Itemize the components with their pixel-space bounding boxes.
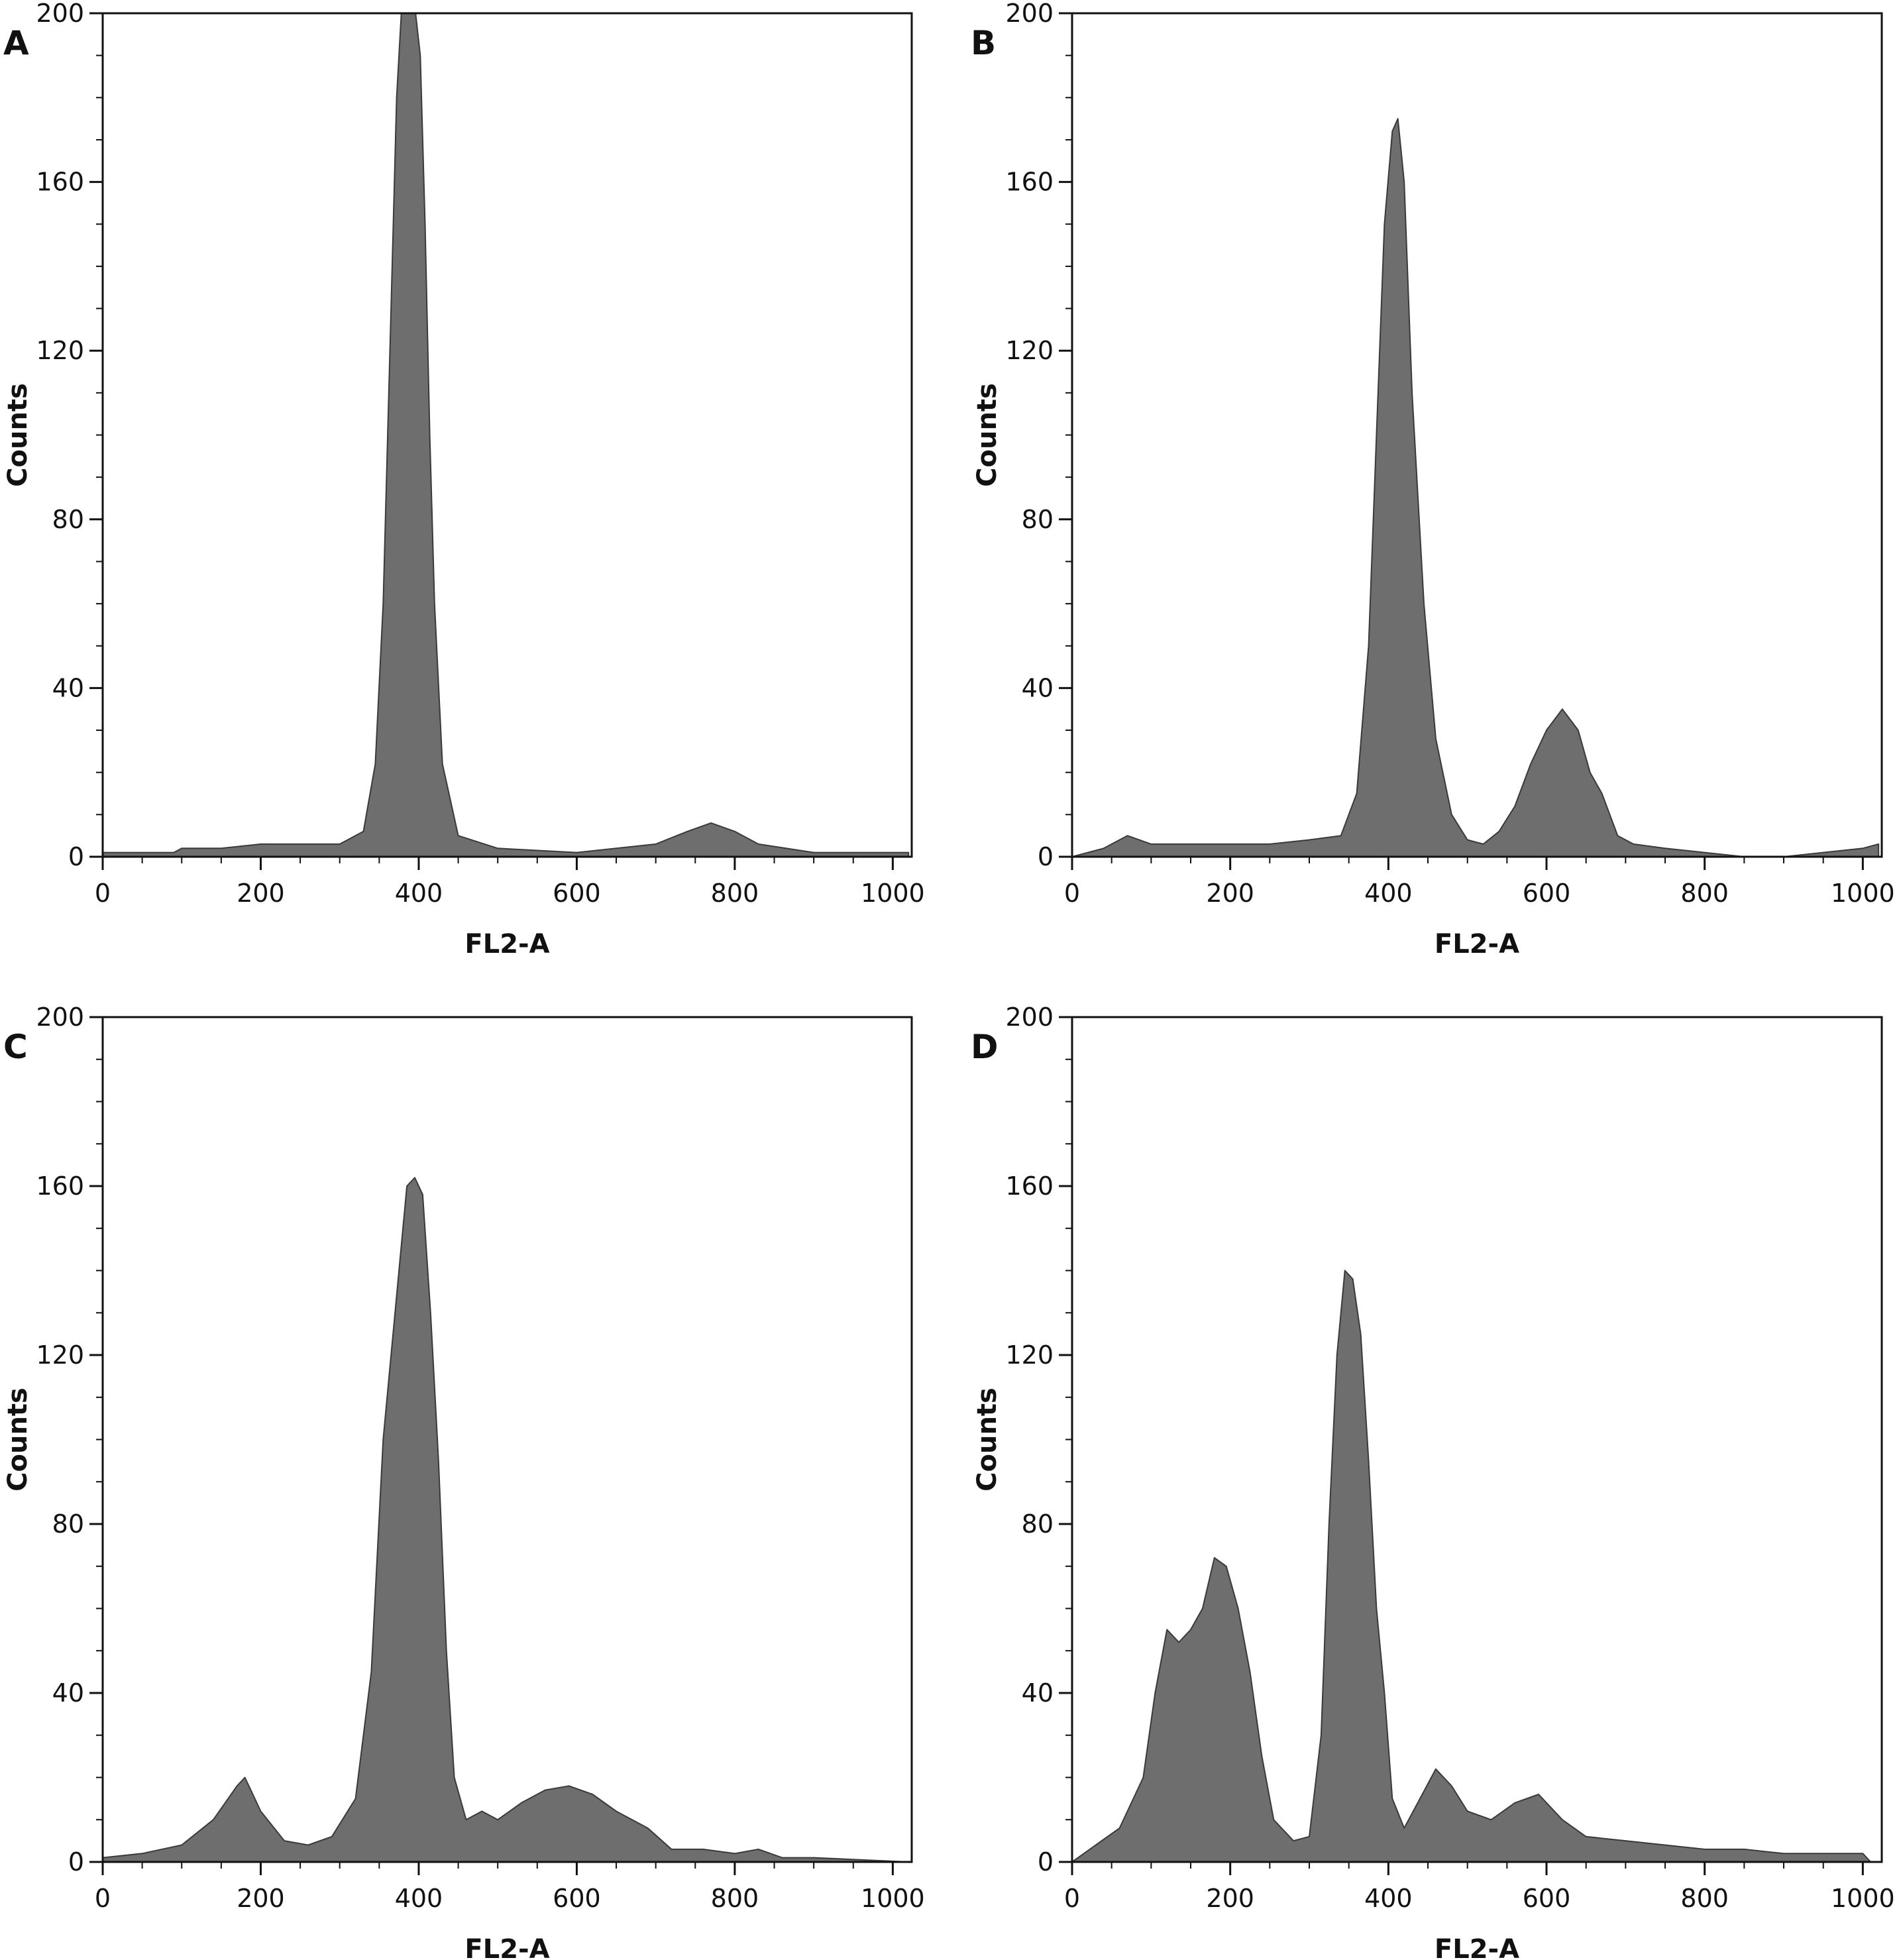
- plot-frame: [101, 12, 913, 858]
- y-tick-label: 160: [36, 168, 84, 197]
- y-tick-label: 120: [1005, 336, 1054, 365]
- histogram-area-d: [1071, 1270, 1872, 1863]
- y-axis-title: Counts: [3, 1388, 33, 1492]
- x-tick-label: 200: [237, 879, 285, 908]
- y-tick-label: 40: [52, 673, 84, 702]
- y-tick-label: 200: [36, 1003, 84, 1032]
- panel-b: 0 40 80 120 160 200 0 200 400 600 800 1000 FL2-A Coun…: [971, 0, 1895, 959]
- x-tick-label: 200: [1206, 1884, 1254, 1913]
- y-tick-label: 80: [1022, 505, 1054, 534]
- histogram-area-b: [1071, 118, 1880, 857]
- y-axis-title: Counts: [972, 1388, 1003, 1492]
- histogram-area-c: [102, 1177, 910, 1863]
- panel-c: 0 40 80 120 160 200 0 200 400 600 800 1000 FL2-A Coun…: [3, 1003, 925, 1960]
- x-tick-label: 400: [395, 1884, 443, 1913]
- x-tick-label: 200: [237, 1884, 285, 1913]
- x-tick-label: 400: [1364, 879, 1413, 908]
- plot-frame: [101, 1016, 913, 1863]
- y-tick-label: 200: [1005, 0, 1054, 28]
- x-tick-label: 0: [95, 879, 111, 908]
- y-tick-label: 0: [68, 842, 84, 871]
- x-tick-label: 600: [1523, 879, 1571, 908]
- x-tick-label: 0: [95, 1884, 111, 1913]
- y-tick-label: 0: [1038, 842, 1054, 871]
- plot-frame: [1071, 12, 1883, 858]
- x-tick-label: 0: [1064, 879, 1080, 908]
- y-tick-label: 160: [1005, 168, 1054, 197]
- panel-label: B: [971, 24, 996, 62]
- x-axis-title: FL2-A: [1435, 1934, 1519, 1960]
- y-tick-label: 160: [36, 1171, 84, 1201]
- x-tick-label: 1000: [1831, 879, 1895, 908]
- y-tick-label: 80: [52, 505, 84, 534]
- y-tick-label: 80: [52, 1509, 84, 1539]
- x-tick-label: 1000: [1831, 1884, 1895, 1913]
- y-tick-label: 0: [1038, 1847, 1054, 1877]
- x-tick-label: 1000: [861, 879, 925, 908]
- y-tick-label: 120: [1005, 1340, 1054, 1370]
- x-tick-label: 800: [1680, 879, 1729, 908]
- x-tick-label: 0: [1064, 1884, 1080, 1913]
- x-axis-title: FL2-A: [464, 1934, 549, 1960]
- y-tick-label: 200: [1005, 1003, 1054, 1032]
- x-axis-title: FL2-A: [464, 929, 549, 959]
- y-tick-label: 40: [52, 1678, 84, 1708]
- panel-d: 0 40 80 120 160 200 0 200 400 600 800 1000 FL2-A Coun…: [971, 1003, 1895, 1960]
- x-tick-label: 1000: [861, 1884, 925, 1913]
- x-tick-label: 400: [395, 879, 443, 908]
- x-tick-label: 600: [1523, 1884, 1571, 1913]
- y-tick-label: 40: [1022, 673, 1054, 702]
- x-tick-label: 400: [1364, 1884, 1413, 1913]
- panel-label: D: [971, 1028, 999, 1066]
- y-tick-label: 0: [68, 1847, 84, 1877]
- x-tick-label: 200: [1206, 879, 1254, 908]
- y-tick-label: 80: [1022, 1509, 1054, 1539]
- y-tick-label: 160: [1005, 1171, 1054, 1201]
- x-tick-label: 800: [711, 1884, 759, 1913]
- x-axis-title: FL2-A: [1435, 929, 1519, 959]
- panel-a: 0 40 80 120 160 200 0 200 400 600 800 1000 FL2-A Coun…: [3, 0, 925, 959]
- panel-label: A: [3, 24, 29, 62]
- y-axis-title: Counts: [3, 383, 33, 487]
- x-tick-label: 600: [553, 1884, 601, 1913]
- y-tick-label: 120: [36, 336, 84, 365]
- x-tick-label: 800: [1680, 1884, 1729, 1913]
- y-tick-label: 40: [1022, 1678, 1054, 1708]
- x-tick-label: 600: [553, 879, 601, 908]
- y-tick-label: 120: [36, 1340, 84, 1370]
- panel-label: C: [3, 1028, 28, 1066]
- y-tick-label: 200: [36, 0, 84, 28]
- y-axis-title: Counts: [972, 383, 1003, 487]
- x-tick-label: 800: [711, 879, 759, 908]
- histogram-area-a: [102, 13, 910, 857]
